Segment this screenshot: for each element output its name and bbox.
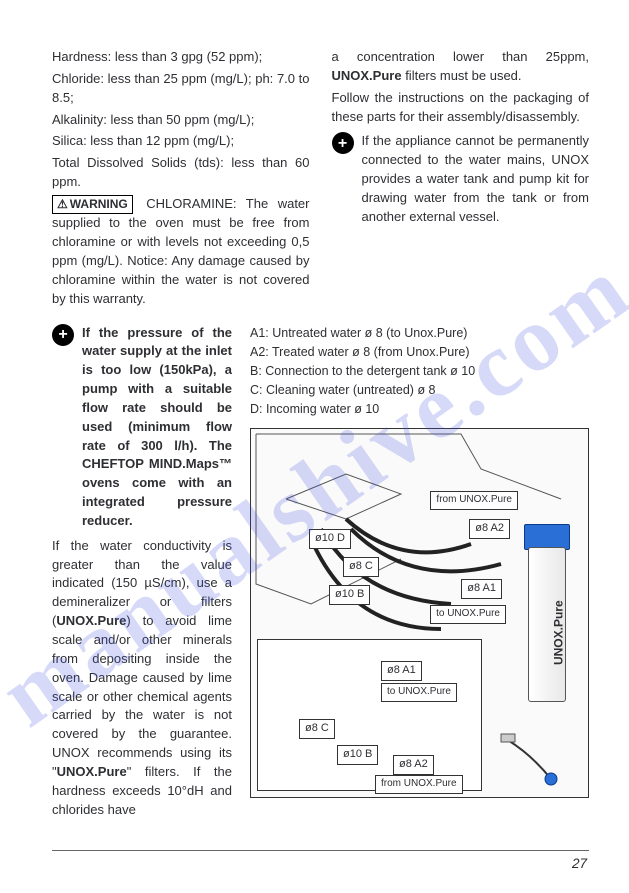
warning-paragraph: WARNING CHLORAMINE: The water supplied t… <box>52 195 310 309</box>
label-to-unox-top: to UNOX.Pure <box>430 605 506 624</box>
label-o8c-top: ø8 C <box>343 557 379 577</box>
label-o8a2-top: ø8 A2 <box>469 519 510 539</box>
diagram-inset <box>257 639 482 791</box>
legend-a1: A1: Untreated water ø 8 (to Unox.Pure) <box>250 324 589 342</box>
spec-hardness: Hardness: less than 3 gpg (52 ppm); <box>52 48 310 67</box>
filter-vertical-label: UNOX.Pure <box>551 600 568 665</box>
label-o10b-top: ø10 B <box>329 585 370 605</box>
right-column: a concentration lower than 25ppm, UNOX.P… <box>332 48 590 312</box>
right-para-1: a concentration lower than 25ppm, UNOX.P… <box>332 48 590 86</box>
plus-icon: + <box>332 132 354 154</box>
pressure-tip: If the pressure of the water supply at t… <box>82 324 232 531</box>
spec-silica: Silica: less than 12 ppm (mg/L); <box>52 132 310 151</box>
warning-badge: WARNING <box>52 195 133 214</box>
label-o8c-inset: ø8 C <box>299 719 335 739</box>
tip-block-right: + If the appliance cannot be permanently… <box>332 132 590 226</box>
label-o8a1-top: ø8 A1 <box>461 579 502 599</box>
connection-diagram: UNOX.Pure from UNOX.Pure ø8 A2 ø10 D ø8 … <box>250 428 589 798</box>
label-to-unox-inset: to UNOX.Pure <box>381 683 457 702</box>
legend-c: C: Cleaning water (untreated) ø 8 <box>250 381 589 399</box>
spec-tds: Total Dissolved Solids (tds): less than … <box>52 154 310 192</box>
footer-rule <box>52 850 589 851</box>
tip-text-right: If the appliance cannot be permanently c… <box>362 132 590 226</box>
label-from-unox-inset: from UNOX.Pure <box>375 775 463 794</box>
spec-chloride: Chloride: less than 25 ppm (mg/L); ph: 7… <box>52 70 310 108</box>
legend-d: D: Incoming water ø 10 <box>250 400 589 418</box>
label-o10d: ø10 D <box>309 529 351 549</box>
legend-a2: A2: Treated water ø 8 (from Unox.Pure) <box>250 343 589 361</box>
lower-left-column: + If the pressure of the water supply at… <box>52 324 232 820</box>
conductivity-paragraph: If the water conductivity is greater tha… <box>52 537 232 820</box>
label-o8a2-inset: ø8 A2 <box>393 755 434 775</box>
lower-right-area: A1: Untreated water ø 8 (to Unox.Pure) A… <box>250 324 589 820</box>
label-from-unox-top: from UNOX.Pure <box>430 491 518 510</box>
legend-b: B: Connection to the detergent tank ø 10 <box>250 362 589 380</box>
left-column: Hardness: less than 3 gpg (52 ppm); Chlo… <box>52 48 310 312</box>
right-para-2: Follow the instructions on the packaging… <box>332 89 590 127</box>
label-o10b-inset: ø10 B <box>337 745 378 765</box>
legend-list: A1: Untreated water ø 8 (to Unox.Pure) A… <box>250 324 589 419</box>
plus-icon: + <box>52 324 74 346</box>
page-number: 27 <box>572 856 587 871</box>
spec-alkalinity: Alkalinity: less than 50 ppm (mg/L); <box>52 111 310 130</box>
label-o8a1-inset: ø8 A1 <box>381 661 422 681</box>
